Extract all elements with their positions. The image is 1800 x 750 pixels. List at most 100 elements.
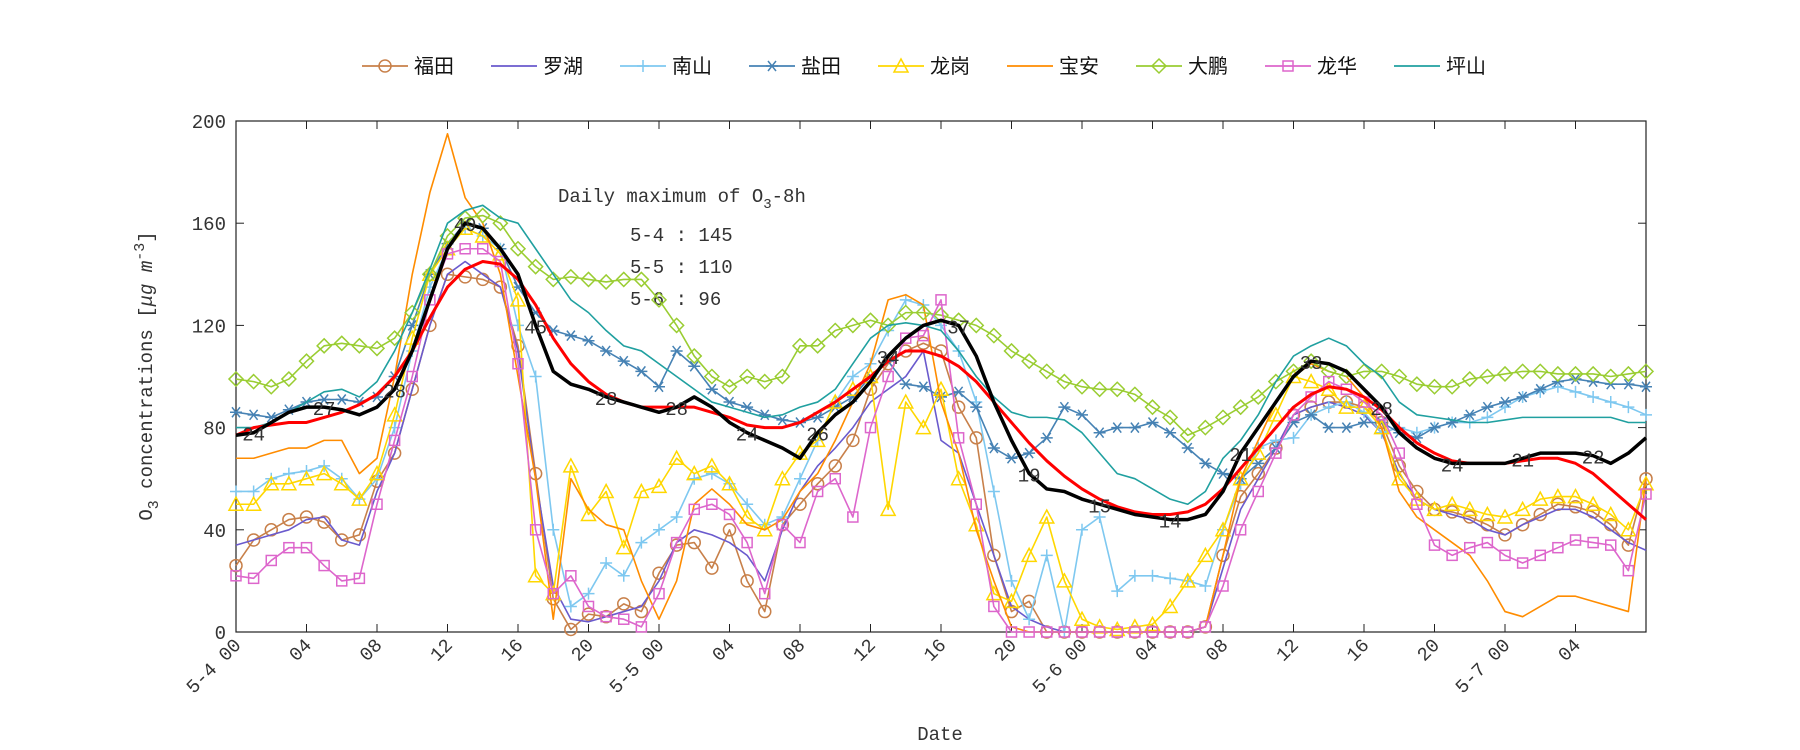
legend-label: 大鹏 [1188, 54, 1228, 78]
marker [1091, 381, 1108, 398]
marker [915, 304, 932, 321]
marker [265, 554, 277, 567]
marker [688, 360, 701, 372]
point-label: 14 [1159, 512, 1182, 534]
marker [1305, 409, 1318, 421]
marker [1587, 390, 1600, 403]
marker [335, 533, 349, 547]
marker [474, 207, 491, 224]
x-tick-label: 16 [920, 635, 952, 667]
marker [650, 477, 668, 494]
marker [1058, 401, 1071, 413]
point-label: 26 [806, 425, 829, 447]
marker [633, 482, 650, 499]
marker [387, 446, 402, 460]
marker [1393, 447, 1405, 459]
marker [1479, 505, 1496, 522]
marker [1496, 508, 1514, 524]
marker [615, 271, 632, 288]
legend-label: 宝安 [1059, 54, 1099, 78]
marker [1076, 626, 1088, 638]
marker [653, 523, 665, 536]
marker [1320, 363, 1337, 380]
marker [1216, 548, 1230, 563]
marker [230, 485, 242, 498]
marker [1622, 401, 1635, 414]
marker [705, 383, 718, 395]
marker [1056, 572, 1073, 588]
marker [670, 345, 683, 357]
marker [1622, 378, 1635, 390]
marker [1285, 367, 1302, 384]
marker [880, 317, 897, 334]
marker [300, 541, 313, 554]
marker [703, 457, 721, 473]
marker [1021, 353, 1038, 370]
y-tick-label: 120 [192, 316, 226, 338]
marker [650, 291, 668, 308]
marker [247, 485, 260, 498]
marker [810, 477, 825, 491]
marker [494, 255, 507, 268]
marker [1181, 442, 1194, 454]
marker [1622, 564, 1635, 577]
marker [721, 475, 738, 491]
marker [615, 539, 633, 555]
x-tick-label: 12 [849, 635, 881, 667]
marker [1128, 569, 1141, 582]
x-tick-label: 08 [779, 635, 811, 667]
marker [705, 467, 718, 480]
marker [1198, 620, 1213, 634]
marker [351, 337, 368, 354]
marker [493, 280, 508, 294]
marker [229, 558, 243, 573]
marker [405, 382, 419, 397]
y-tick-label: 160 [192, 214, 226, 236]
marker [1340, 422, 1353, 434]
marker [1322, 401, 1335, 414]
marker [565, 570, 577, 582]
marker [618, 613, 630, 625]
marker [1182, 626, 1194, 638]
point-label: 27 [313, 399, 336, 421]
marker [1179, 572, 1197, 588]
series-line [235, 260, 1647, 521]
marker [1111, 626, 1123, 638]
marker [738, 508, 756, 524]
marker [368, 465, 386, 481]
marker [1604, 396, 1617, 409]
marker [404, 304, 421, 321]
marker [245, 373, 262, 390]
marker [968, 317, 985, 334]
marker [247, 572, 260, 585]
marker [1587, 536, 1599, 549]
marker [688, 472, 701, 485]
marker [1093, 427, 1106, 439]
x-tick-label: 08 [1202, 635, 1234, 667]
marker [915, 419, 932, 435]
marker [970, 401, 983, 413]
marker [600, 610, 612, 623]
marker [333, 475, 351, 491]
legend-label: 罗湖 [543, 54, 583, 78]
marker [1532, 363, 1549, 380]
marker [1569, 534, 1582, 546]
marker [1322, 422, 1335, 434]
marker [597, 482, 615, 499]
marker [1076, 523, 1088, 536]
marker [1640, 408, 1652, 421]
marker [723, 396, 736, 408]
marker [1373, 363, 1390, 380]
legend-marker [378, 59, 392, 73]
marker [635, 365, 648, 377]
marker [1038, 508, 1056, 524]
marker [1023, 613, 1036, 626]
marker [882, 370, 894, 383]
marker [847, 511, 859, 523]
marker [1481, 411, 1494, 424]
marker [741, 498, 754, 511]
marker [1199, 580, 1212, 593]
marker [969, 431, 983, 445]
annotation-sub: 3 [763, 197, 771, 213]
marker [582, 587, 595, 600]
